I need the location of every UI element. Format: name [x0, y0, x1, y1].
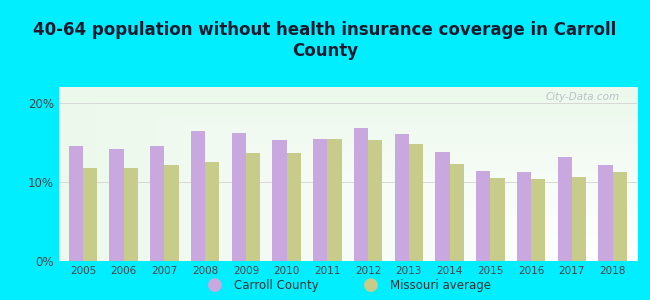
- Bar: [83, 169, 98, 261]
- Text: 40-64 population without health insurance coverage in Carroll
County: 40-64 population without health insuranc…: [33, 21, 617, 60]
- Bar: [205, 162, 220, 261]
- Bar: [450, 164, 464, 261]
- Bar: [328, 139, 342, 261]
- Bar: [598, 164, 612, 261]
- Bar: [150, 146, 164, 261]
- Bar: [531, 179, 545, 261]
- Text: Missouri average: Missouri average: [390, 278, 491, 292]
- Bar: [368, 140, 382, 261]
- Bar: [164, 164, 179, 261]
- Bar: [517, 172, 531, 261]
- Text: ●: ●: [363, 276, 378, 294]
- Bar: [436, 152, 450, 261]
- Bar: [69, 146, 83, 261]
- Bar: [395, 134, 409, 261]
- Text: City-Data.com: City-Data.com: [545, 92, 619, 102]
- Bar: [109, 149, 124, 261]
- Text: Carroll County: Carroll County: [234, 278, 318, 292]
- Bar: [476, 171, 490, 261]
- Bar: [409, 144, 423, 261]
- Bar: [124, 168, 138, 261]
- Bar: [572, 177, 586, 261]
- Bar: [558, 158, 572, 261]
- Bar: [490, 178, 504, 261]
- Bar: [354, 128, 368, 261]
- Bar: [246, 153, 260, 261]
- Bar: [612, 172, 627, 261]
- Bar: [287, 153, 301, 261]
- Bar: [272, 140, 287, 261]
- Bar: [313, 139, 328, 261]
- Bar: [191, 130, 205, 261]
- Text: ●: ●: [207, 276, 222, 294]
- Bar: [231, 133, 246, 261]
